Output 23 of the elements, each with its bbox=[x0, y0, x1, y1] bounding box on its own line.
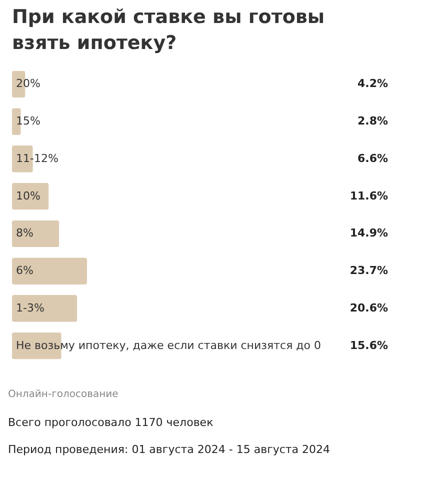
y-tick-label: 15% bbox=[16, 114, 40, 128]
y-tick-label: 11-12% bbox=[16, 152, 58, 165]
text: Период проведения: 01 августа 2024 - 15 августа 2024 bbox=[8, 443, 332, 456]
data-label: 11.6% bbox=[350, 189, 388, 202]
text: Онлайн-голосование bbox=[8, 389, 120, 400]
data-label: 2.8% bbox=[357, 114, 388, 128]
y-tick-label: 8% bbox=[16, 226, 34, 240]
y-tick-label: 1-3% bbox=[16, 301, 44, 314]
data-label: 23.7% bbox=[350, 264, 388, 278]
bar bbox=[12, 258, 87, 285]
data-label: 14.9% bbox=[350, 226, 388, 240]
y-tick-label: Не возьму ипотеку, даже если ставки снизятся до 0 bbox=[16, 338, 322, 352]
data-label: 6.6% bbox=[357, 152, 388, 165]
bar bbox=[12, 220, 60, 248]
y-tick-label: 10% bbox=[16, 189, 40, 202]
data-label: 4.2% bbox=[357, 77, 388, 90]
y-tick-label: 6% bbox=[16, 264, 34, 278]
text: При какой ставке вы готовы взять ипотеку? bbox=[12, 6, 325, 54]
text: Всего проголосовало 1170 человек bbox=[8, 416, 214, 429]
y-tick-label: 20% bbox=[16, 77, 40, 90]
data-label: 15.6% bbox=[350, 338, 388, 352]
data-label: 20.6% bbox=[350, 301, 388, 314]
bar bbox=[12, 294, 78, 322]
